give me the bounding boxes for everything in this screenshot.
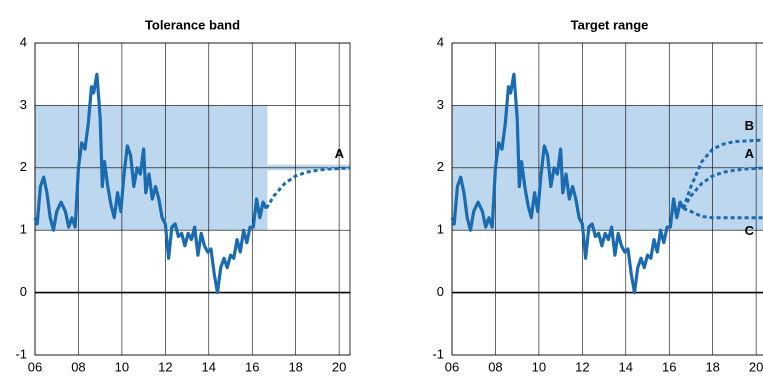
x-tick-label: 12 — [158, 359, 172, 374]
y-tick-label: 0 — [20, 284, 27, 299]
x-tick-label: 14 — [619, 359, 633, 374]
chart-title: Tolerance band — [145, 17, 240, 32]
x-tick-label: 20 — [332, 359, 346, 374]
chart-title: Target range — [571, 17, 649, 32]
plot-frame — [451, 42, 763, 356]
y-tick-label: -1 — [432, 346, 444, 361]
forecast-line — [681, 138, 763, 209]
series-label: B — [745, 118, 754, 133]
y-tick-label: 2 — [437, 159, 444, 174]
plot-frame — [34, 42, 351, 356]
y-tick-label: 4 — [20, 34, 27, 49]
x-tick-label: 10 — [532, 359, 546, 374]
y-tick-label: 1 — [20, 222, 27, 237]
y-tick-label: 2 — [20, 159, 27, 174]
y-tick-label: 3 — [437, 97, 444, 112]
x-tick-label: 08 — [488, 359, 502, 374]
forecast-line — [265, 166, 351, 210]
x-tick-label: 06 — [28, 359, 42, 374]
x-tick-label: 08 — [71, 359, 85, 374]
x-tick-label: 14 — [202, 359, 216, 374]
x-tick-label: 20 — [749, 359, 763, 374]
x-tick-label: 18 — [288, 359, 302, 374]
y-tick-label: 3 — [20, 97, 27, 112]
band — [267, 164, 350, 171]
y-tick-label: 0 — [437, 284, 444, 299]
y-tick-label: 1 — [437, 222, 444, 237]
series-label: A — [745, 146, 755, 161]
data-line — [33, 72, 268, 295]
x-tick-label: 18 — [705, 359, 719, 374]
x-tick-label: 10 — [115, 359, 129, 374]
forecast-line — [682, 206, 763, 220]
series-label: C — [745, 223, 755, 238]
y-tick-label: -1 — [15, 346, 27, 361]
data-line — [450, 72, 685, 295]
x-tick-label: 06 — [445, 359, 459, 374]
x-tick-label: 16 — [662, 359, 676, 374]
x-tick-label: 16 — [245, 359, 259, 374]
forecast-line — [682, 166, 763, 210]
series-label: A — [335, 146, 345, 161]
y-tick-label: 4 — [437, 34, 444, 49]
x-tick-label: 12 — [575, 359, 589, 374]
